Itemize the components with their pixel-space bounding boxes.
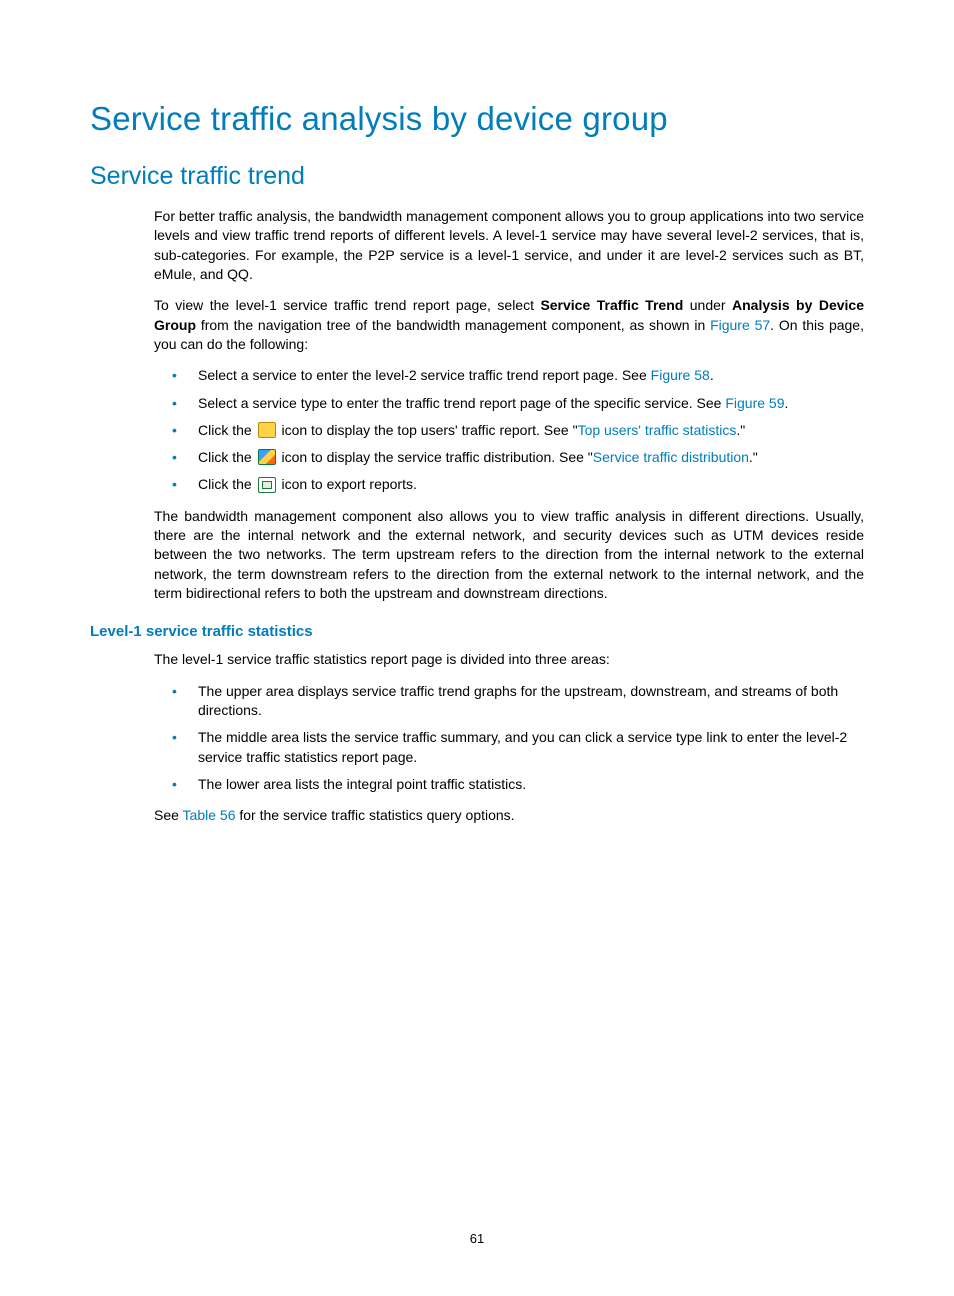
text: Select a service type to enter the traff… <box>198 395 725 411</box>
text: ." <box>736 422 745 438</box>
nav-paragraph: To view the level-1 service traffic tren… <box>154 296 864 354</box>
text: Click the <box>198 422 256 438</box>
directions-paragraph: The bandwidth management component also … <box>154 507 864 604</box>
text: . <box>710 367 714 383</box>
list-item: Click the icon to display the service tr… <box>154 448 864 467</box>
subsection-heading: Level-1 service traffic statistics <box>90 623 864 640</box>
text: for the service traffic statistics query… <box>235 807 514 823</box>
text: under <box>683 297 732 313</box>
body-content: For better traffic analysis, the bandwid… <box>154 207 864 603</box>
users-icon <box>258 422 276 438</box>
bold-text: Service Traffic Trend <box>540 297 683 313</box>
see-table-paragraph: See Table 56 for the service traffic sta… <box>154 806 864 825</box>
text: See <box>154 807 183 823</box>
page-title: Service traffic analysis by device group <box>90 100 864 138</box>
figure-link[interactable]: Figure 57 <box>710 317 770 333</box>
list-item: The upper area displays service traffic … <box>154 682 864 721</box>
body-content: The level-1 service traffic statistics r… <box>154 650 864 825</box>
figure-link[interactable]: Figure 58 <box>651 367 710 383</box>
export-icon <box>258 477 276 493</box>
action-list: Select a service to enter the level-2 se… <box>154 366 864 495</box>
page-number: 61 <box>0 1231 954 1246</box>
list-item: Select a service type to enter the traff… <box>154 394 864 413</box>
text: icon to display the top users' traffic r… <box>278 422 578 438</box>
table-link[interactable]: Table 56 <box>183 807 236 823</box>
level1-intro: The level-1 service traffic statistics r… <box>154 650 864 669</box>
text: Click the <box>198 449 256 465</box>
document-page: Service traffic analysis by device group… <box>0 0 954 1296</box>
list-item: The middle area lists the service traffi… <box>154 728 864 767</box>
figure-link[interactable]: Figure 59 <box>725 395 784 411</box>
areas-list: The upper area displays service traffic … <box>154 682 864 795</box>
distribution-icon <box>258 449 276 465</box>
text: icon to export reports. <box>278 476 417 492</box>
section-heading: Service traffic trend <box>90 162 864 191</box>
list-item: Click the icon to export reports. <box>154 475 864 494</box>
list-item: Click the icon to display the top users'… <box>154 421 864 440</box>
text: icon to display the service traffic dist… <box>278 449 593 465</box>
xref-link[interactable]: Top users' traffic statistics <box>578 422 737 438</box>
text: To view the level-1 service traffic tren… <box>154 297 540 313</box>
list-item: Select a service to enter the level-2 se… <box>154 366 864 385</box>
text: Select a service to enter the level-2 se… <box>198 367 651 383</box>
text: Click the <box>198 476 256 492</box>
text: . <box>785 395 789 411</box>
list-item: The lower area lists the integral point … <box>154 775 864 794</box>
intro-paragraph: For better traffic analysis, the bandwid… <box>154 207 864 284</box>
text: ." <box>749 449 758 465</box>
xref-link[interactable]: Service traffic distribution <box>593 449 749 465</box>
text: from the navigation tree of the bandwidt… <box>196 317 710 333</box>
